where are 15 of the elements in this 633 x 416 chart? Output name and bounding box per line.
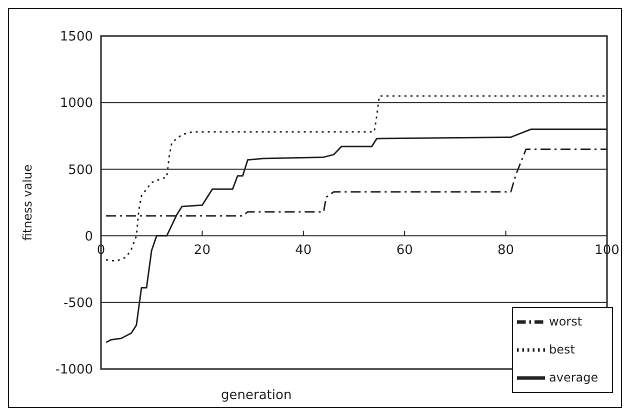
y-axis-title: fitness value bbox=[20, 164, 34, 241]
y-tick-label: -1000 bbox=[55, 362, 93, 378]
legend-label: best bbox=[549, 342, 575, 356]
legend-label: worst bbox=[549, 314, 582, 328]
x-tick-label: 60 bbox=[396, 242, 413, 258]
y-tick-label: -500 bbox=[63, 296, 93, 312]
x-tick-label: 80 bbox=[498, 242, 514, 258]
x-axis-title: generation bbox=[221, 388, 292, 403]
legend-label: average bbox=[549, 370, 598, 384]
x-tick-label: 20 bbox=[194, 242, 210, 258]
x-tick-label: 40 bbox=[295, 242, 312, 258]
y-tick-label: 1000 bbox=[60, 96, 93, 112]
y-tick-label: 0 bbox=[84, 229, 93, 244]
y-tick-label: 500 bbox=[68, 162, 93, 178]
y-tick-label: 1500 bbox=[60, 30, 93, 45]
